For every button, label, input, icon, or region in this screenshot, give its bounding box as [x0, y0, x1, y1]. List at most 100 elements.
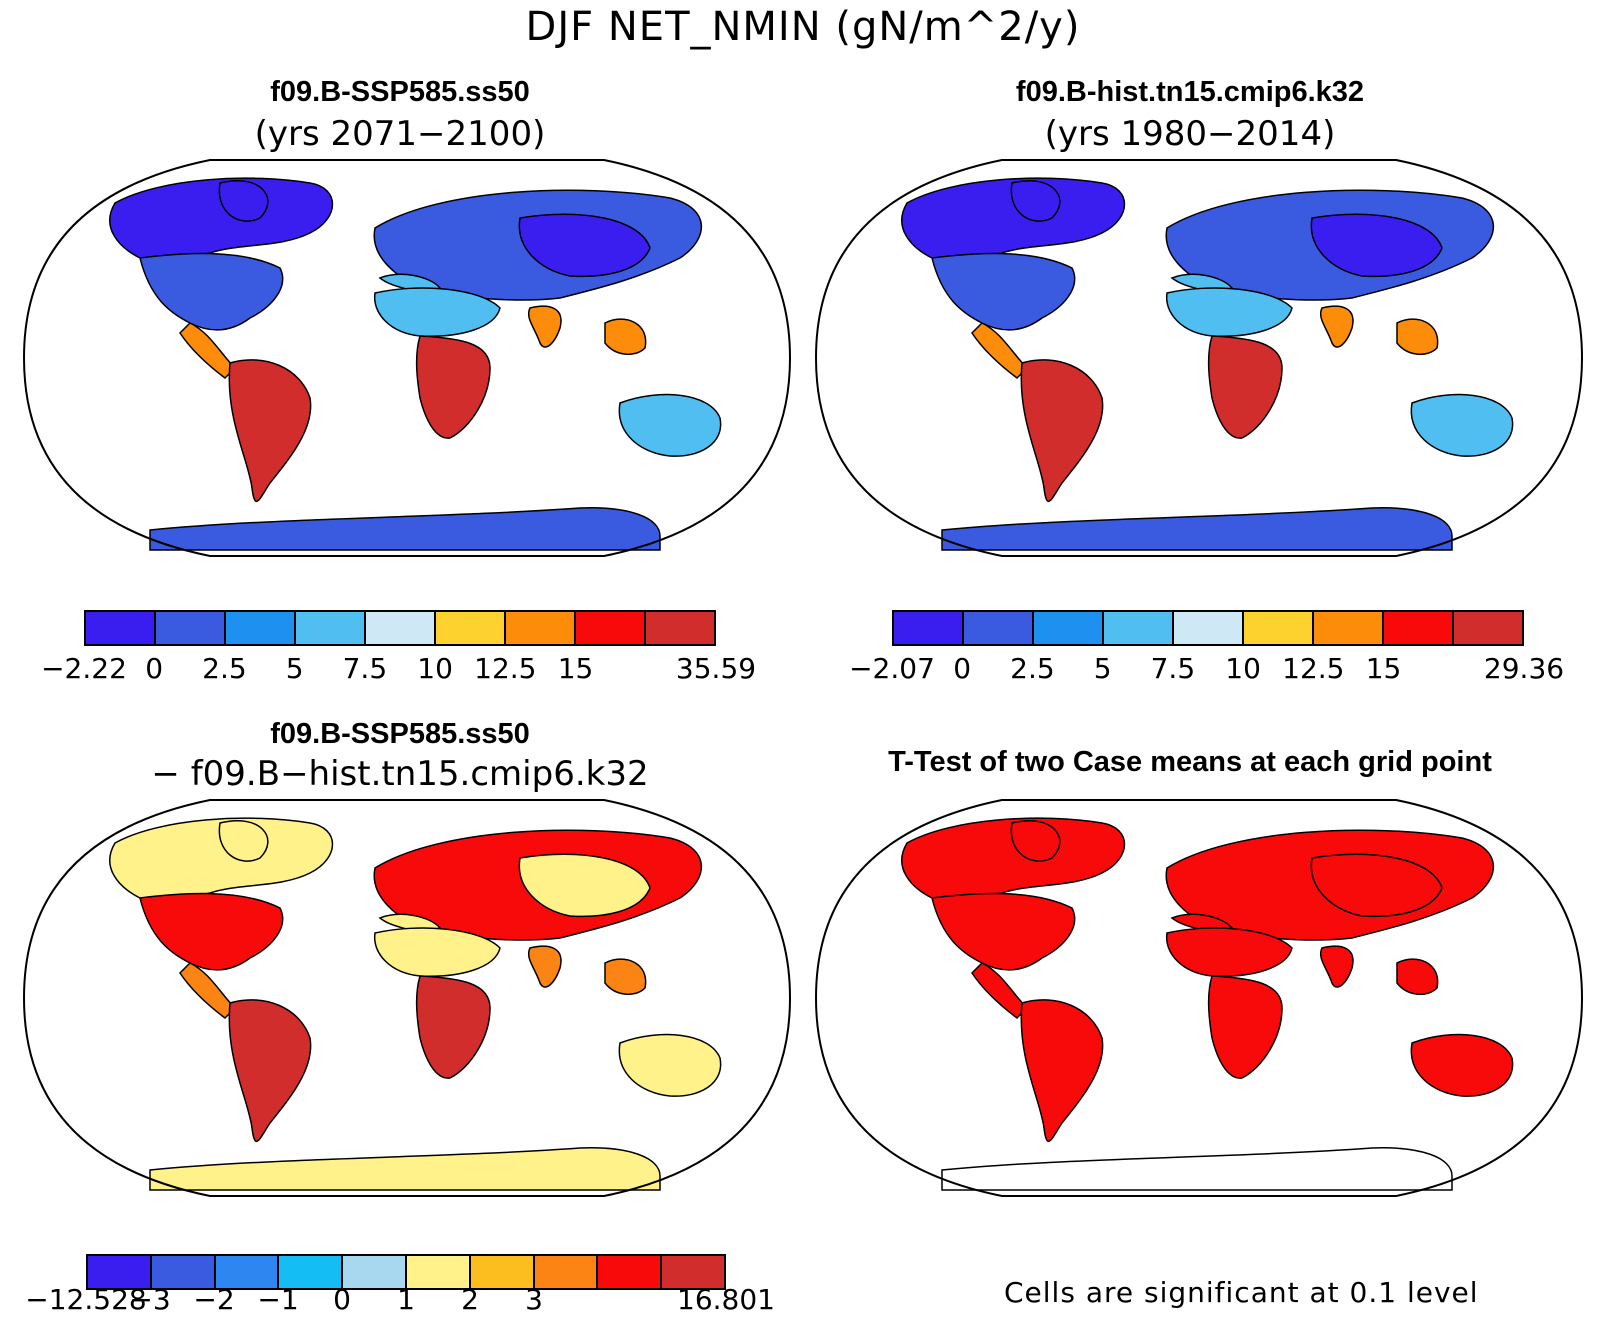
colorbar-swatch	[88, 1256, 152, 1288]
map-region-high_lat	[1310, 853, 1443, 918]
colorbar-swatch	[86, 612, 156, 644]
colorbar-tick-label: 2.5	[202, 652, 247, 685]
colorbar-tick-label: 7.5	[342, 652, 388, 685]
colorbar-tick-label: −2	[193, 1283, 235, 1316]
colorbar-tick-label: 16.801	[677, 1283, 775, 1316]
map-region-warm	[528, 305, 562, 348]
map-frame	[22, 799, 792, 1197]
panel1-subtitle: (yrs 2071−2100)	[254, 114, 546, 154]
colorbar-tick-label: 0	[953, 652, 972, 685]
colorbar-swatch	[343, 1256, 407, 1288]
panel4-title: T-Test of two Case means at each grid po…	[888, 746, 1492, 778]
map-region-warm	[179, 962, 237, 1019]
map-panel4	[814, 799, 1584, 1197]
colorbar-swatch	[279, 1256, 344, 1288]
colorbar-tick-label: 10	[417, 652, 453, 685]
colorbar-tick-label: 15	[1365, 652, 1402, 685]
map-region-high_lat	[1010, 820, 1061, 862]
map-region-high_lat	[218, 180, 269, 222]
colorbar-panel1-labels: −2.22 0 2.5 5 7.5 10 12.5 15 35.59	[0, 652, 1606, 688]
map-region-warm	[179, 322, 237, 379]
colorbar-tick-label: 15	[557, 652, 594, 685]
colorbar-panel3-labels: −12.528 −3 −2 −1 0 1 2 3 16.801	[0, 1283, 1606, 1319]
map-region-warm	[604, 318, 647, 355]
colorbar-tick-label: −1	[257, 1283, 299, 1316]
map-region-high_lat	[1310, 213, 1443, 278]
figure-title: DJF NET_NMIN (gN/m^2/y)	[525, 4, 1081, 50]
colorbar-swatch	[646, 612, 714, 644]
colorbar-tick-label: 1	[397, 1283, 415, 1316]
colorbar-tick-label: −2.07	[849, 652, 935, 685]
colorbar-tick-label: −12.528	[25, 1283, 147, 1316]
colorbar-tick-label: 12.5	[1282, 652, 1345, 685]
colorbar-tick-label: 2	[461, 1283, 479, 1316]
panel3-title: f09.B-SSP585.ss50	[270, 718, 530, 750]
colorbar-panel1	[84, 610, 716, 646]
map-region-subtrop	[1410, 1033, 1514, 1097]
colorbar-tick-label: 0	[333, 1283, 351, 1316]
map-region-subtrop	[618, 393, 722, 457]
colorbar-swatch	[215, 1256, 280, 1288]
colorbar-swatch	[1454, 612, 1522, 644]
map-region-subtrop	[1410, 393, 1514, 457]
map-region-high_lat	[518, 213, 651, 278]
map-region-tropics	[228, 999, 312, 1143]
map-region-warm	[604, 958, 647, 995]
colorbar-swatch	[1174, 612, 1244, 644]
map-frame	[814, 159, 1584, 557]
significance-note: Cells are significant at 0.1 level	[1004, 1276, 1479, 1309]
colorbar-tick-label: 5	[285, 652, 304, 685]
colorbar-swatch	[366, 612, 436, 644]
map-region-high_lat	[518, 853, 651, 918]
map-region-high_lat	[1010, 180, 1061, 222]
colorbar-swatch	[1104, 612, 1174, 644]
colorbar-tick-label: 0	[145, 652, 164, 685]
colorbar-swatch	[598, 1256, 663, 1288]
colorbar-swatch	[1384, 612, 1454, 644]
colorbar-tick-label: −3	[129, 1283, 171, 1316]
colorbar-tick-label: 12.5	[474, 652, 537, 685]
colorbar-panel2	[892, 610, 1524, 646]
map-region-subtrop	[1166, 927, 1293, 977]
map-region-antarctica	[149, 507, 661, 551]
map-region-subtrop	[1166, 287, 1293, 337]
colorbar-swatch	[506, 612, 576, 644]
colorbar-swatch	[1244, 612, 1314, 644]
colorbar-swatch	[151, 1256, 216, 1288]
map-region-warm	[1320, 945, 1354, 988]
colorbar-swatch	[226, 612, 296, 644]
colorbar-swatch	[436, 612, 506, 644]
map-panel3	[22, 799, 792, 1197]
map-region-warm	[1320, 305, 1354, 348]
colorbar-tick-label: 7.5	[1150, 652, 1196, 685]
colorbar-tick-label: 2.5	[1010, 652, 1055, 685]
panel2-subtitle: (yrs 1980−2014)	[1044, 114, 1336, 154]
map-region-mid_lat	[139, 252, 284, 331]
colorbar-swatch	[576, 612, 646, 644]
map-region-antarctica	[941, 507, 1453, 551]
colorbar-swatch	[534, 1256, 599, 1288]
map-region-mid_lat	[139, 892, 284, 971]
colorbar-tick-label: 29.36	[1483, 652, 1565, 685]
colorbar-swatch	[470, 1256, 535, 1288]
map-region-mid_lat	[931, 892, 1076, 971]
map-region-warm	[1396, 318, 1439, 355]
map-frame	[22, 159, 792, 557]
colorbar-panel2-labels: −2.07 0 2.5 5 7.5 10 12.5 15 29.36	[0, 652, 1606, 688]
map-region-mid_lat	[931, 252, 1076, 331]
map-region-warm	[971, 322, 1029, 379]
map-region-subtrop	[618, 1033, 722, 1097]
map-region-tropics	[415, 975, 491, 1079]
colorbar-swatch	[662, 1256, 724, 1288]
map-region-tropics	[1020, 359, 1104, 503]
colorbar-tick-label: 10	[1225, 652, 1261, 685]
map-region-warm	[1396, 958, 1439, 995]
panel3-subtitle: − f09.B−hist.tn15.cmip6.k32	[151, 754, 649, 794]
map-region-antarctica	[149, 1147, 661, 1191]
map-region-warm	[528, 945, 562, 988]
panel1-title: f09.B-SSP585.ss50	[270, 76, 530, 108]
map-region-warm	[971, 962, 1029, 1019]
colorbar-swatch	[1034, 612, 1104, 644]
map-frame	[814, 799, 1584, 1197]
map-region-subtrop	[374, 927, 501, 977]
